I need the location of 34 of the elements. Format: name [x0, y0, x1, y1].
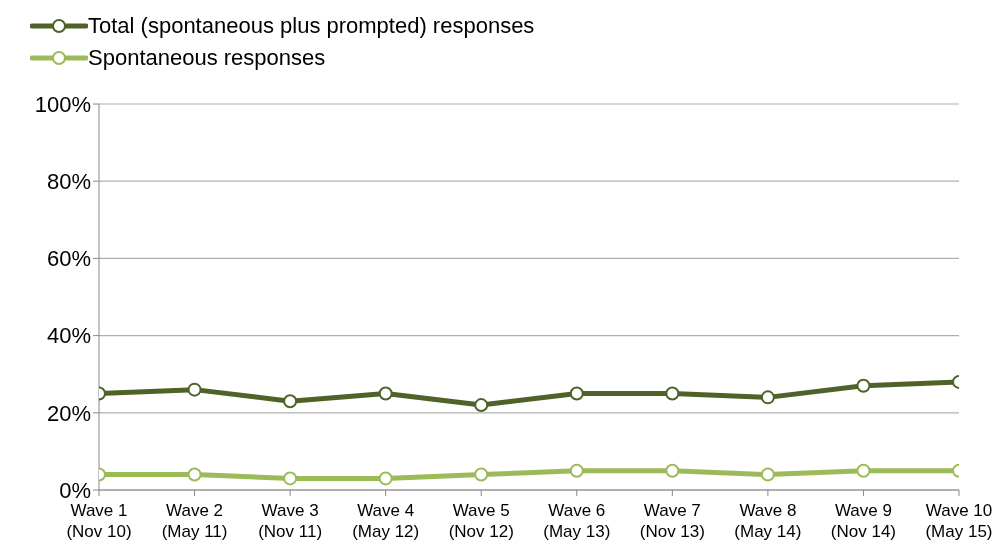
y-tick-label: 0% [59, 477, 91, 503]
y-tick-label: 100% [34, 91, 91, 117]
x-tick-label: Wave 6 (May 13) [543, 501, 611, 541]
point [474, 467, 489, 482]
point [665, 386, 680, 401]
point [569, 386, 584, 401]
point [760, 467, 775, 482]
point [856, 463, 871, 478]
y-tick-label: 80% [46, 169, 91, 195]
x-tick-label: Wave 9 (Nov 14) [830, 501, 897, 541]
legend-label: Total (spontaneous plus prompted) responses [88, 13, 535, 39]
y-tick-label: 40% [46, 323, 91, 349]
point [760, 390, 775, 405]
y-tick-label: 60% [46, 246, 91, 272]
x-tick-label: Wave 4 (May 12) [352, 501, 420, 541]
x-tick-label: Wave 2 (May 11) [161, 501, 228, 541]
point [283, 394, 298, 409]
x-tick-label: Wave 10 (May 15) [925, 501, 993, 541]
point [474, 398, 489, 413]
x-tick-label: Wave 3 (Nov 11) [258, 501, 323, 541]
x-tick-label: Wave 5 (Nov 12) [448, 501, 514, 541]
x-tick-label: Wave 1 (Nov 10) [66, 501, 132, 541]
point [283, 471, 298, 486]
point [187, 382, 202, 397]
point [187, 467, 202, 482]
legend-label: Spontaneous responses [88, 45, 326, 71]
point [665, 463, 680, 478]
point [378, 386, 393, 401]
x-tick-label: Wave 7 (Nov 13) [639, 501, 705, 541]
y-tick-label: 20% [46, 400, 91, 426]
x-tick-label: Wave 8 (May 14) [734, 501, 802, 541]
point [378, 471, 393, 486]
point [569, 463, 584, 478]
point [856, 378, 871, 393]
